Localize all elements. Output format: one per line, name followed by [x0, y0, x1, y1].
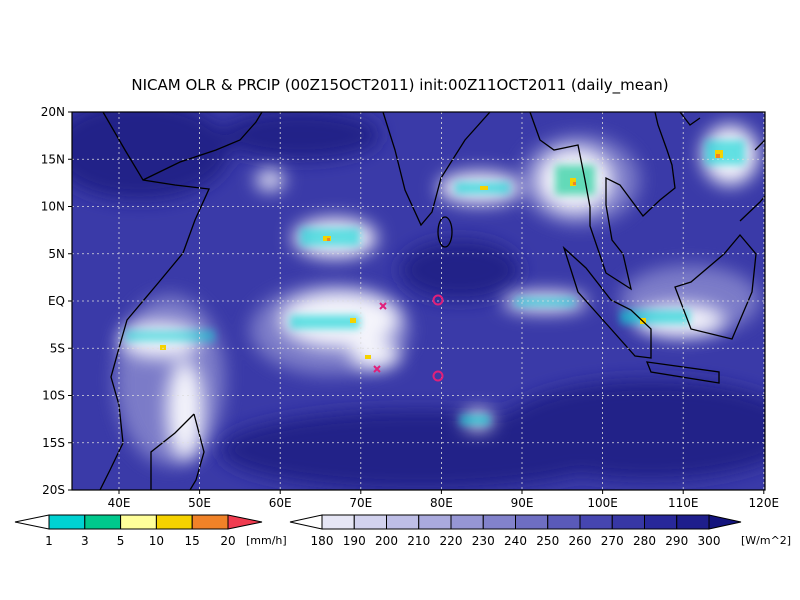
- colorbar-box: [611, 514, 645, 530]
- colorbar-label: 180: [311, 534, 334, 548]
- lon-label: 100E: [587, 496, 618, 510]
- lon-label: 90E: [511, 496, 534, 510]
- colorbar-label: 240: [504, 534, 527, 548]
- colorbar-label: 230: [472, 534, 495, 548]
- colorbar-end: [289, 514, 323, 530]
- colorbar-label: 1: [45, 534, 53, 548]
- colorbar-box: [120, 514, 157, 530]
- lat-label: 15N: [41, 152, 65, 166]
- map-field: [72, 112, 765, 490]
- lat-label: 10S: [42, 389, 65, 403]
- colorbar-label: 20: [220, 534, 235, 548]
- colorbar-box: [386, 514, 420, 530]
- grid: [72, 112, 765, 490]
- colorbar-box: [515, 514, 549, 530]
- colorbar-box: [48, 514, 86, 530]
- colorbar-label: 270: [601, 534, 624, 548]
- lat-label: 20N: [41, 105, 65, 119]
- colorbar-end: [14, 514, 50, 530]
- lon-label: 80E: [430, 496, 453, 510]
- colorbar-label: 280: [633, 534, 656, 548]
- colorbar-label: 210: [407, 534, 430, 548]
- colorbar-box: [676, 514, 710, 530]
- colorbar-box: [84, 514, 122, 530]
- cross-marker: [379, 302, 387, 310]
- lon-label: 120E: [749, 496, 780, 510]
- lon-label: 40E: [108, 496, 131, 510]
- lat-label: EQ: [48, 294, 65, 308]
- colorbar-label: 300: [698, 534, 721, 548]
- lat-label: 20S: [42, 483, 65, 497]
- lat-label: 15S: [42, 436, 65, 450]
- colorbar-box: [450, 514, 484, 530]
- lat-label: 5S: [50, 341, 65, 355]
- colorbar-label: 3: [81, 534, 89, 548]
- lon-label: 110E: [668, 496, 699, 510]
- colorbar-box: [191, 514, 229, 530]
- colorbar-box: [579, 514, 613, 530]
- colorbar-label: 290: [665, 534, 688, 548]
- lon-label: 70E: [349, 496, 372, 510]
- lon-label: 60E: [269, 496, 292, 510]
- colorbar-unit: [W/m^2]: [741, 534, 791, 547]
- lat-label: 10N: [41, 200, 65, 214]
- coastlines: [99, 112, 765, 490]
- colorbar-end: [227, 514, 263, 530]
- colorbar-unit: [mm/h]: [246, 534, 287, 547]
- colorbar-label: 10: [149, 534, 164, 548]
- circle-marker: [432, 294, 444, 306]
- colorbar-label: 190: [343, 534, 366, 548]
- colorbar-box: [353, 514, 387, 530]
- colorbar-box: [321, 514, 355, 530]
- colorbar-label: 220: [440, 534, 463, 548]
- colorbar-box: [482, 514, 516, 530]
- colorbar-label: 5: [117, 534, 125, 548]
- colorbar-box: [644, 514, 678, 530]
- storm-markers: [373, 294, 444, 382]
- cross-marker: [373, 365, 381, 373]
- colorbar-end: [708, 514, 742, 530]
- colorbar-box: [418, 514, 452, 530]
- lat-label: 5N: [48, 247, 65, 261]
- colorbar-label: 200: [375, 534, 398, 548]
- colorbar-box: [155, 514, 193, 530]
- colorbar-label: 260: [569, 534, 592, 548]
- circle-marker: [432, 370, 444, 382]
- map-title: NICAM OLR & PRCIP (00Z15OCT2011) init:00…: [131, 76, 668, 95]
- colorbar-label: 15: [185, 534, 200, 548]
- colorbar-label: 250: [536, 534, 559, 548]
- lon-label: 50E: [188, 496, 211, 510]
- colorbar-box: [547, 514, 581, 530]
